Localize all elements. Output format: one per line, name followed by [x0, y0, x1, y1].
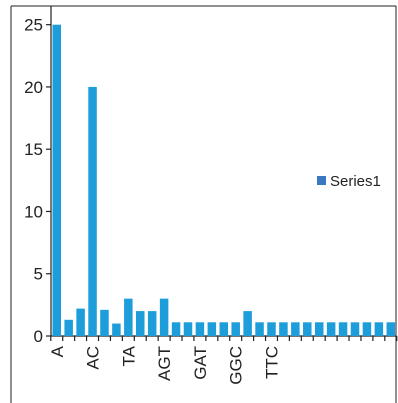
bar [255, 322, 264, 336]
bar [124, 298, 133, 336]
bar [100, 309, 109, 336]
bar [171, 322, 181, 336]
legend: Series1 [317, 173, 381, 190]
x-tick-label: AC [84, 346, 103, 370]
bar [303, 322, 312, 336]
bar [279, 322, 288, 336]
y-tick-label: 0 [34, 327, 43, 346]
y-tick-label: 5 [34, 265, 43, 284]
bar [362, 322, 372, 336]
bar [243, 311, 252, 336]
legend-label-series1: Series1 [330, 173, 381, 190]
bar [136, 311, 145, 336]
legend-swatch-series1 [317, 176, 326, 185]
bar [159, 298, 169, 336]
x-axis: A AC TA AGT GAT GGC TTC [48, 336, 398, 385]
x-tick-label: TA [119, 345, 138, 366]
y-tick-label: 20 [24, 78, 43, 97]
bar [267, 322, 276, 336]
x-tick-label: GAT [191, 346, 210, 380]
x-tick-label: GGC [227, 346, 246, 385]
bar [147, 311, 157, 336]
bar-series [52, 24, 396, 337]
bar [64, 319, 73, 336]
bar [326, 322, 336, 336]
bar [219, 322, 229, 336]
bar [350, 322, 360, 336]
bar [52, 24, 61, 337]
bar [231, 322, 240, 336]
x-tick-label: A [48, 345, 67, 357]
x-tick-label: AGT [155, 346, 174, 381]
bar [291, 322, 300, 336]
bar [386, 322, 396, 336]
x-tick-label: TTC [262, 346, 281, 379]
bar [76, 308, 85, 336]
chart-frame [10, 5, 397, 403]
bar [195, 322, 205, 336]
bar [314, 322, 324, 336]
bar [207, 322, 217, 336]
y-axis: 0 5 10 15 20 25 [24, 16, 51, 346]
y-tick-label: 15 [24, 140, 43, 159]
y-tick-label: 25 [24, 16, 43, 35]
bar [374, 322, 384, 336]
bar [88, 86, 97, 336]
bar [338, 322, 348, 336]
y-tick-label: 10 [24, 202, 43, 221]
bar [112, 323, 121, 336]
bar [183, 322, 193, 336]
